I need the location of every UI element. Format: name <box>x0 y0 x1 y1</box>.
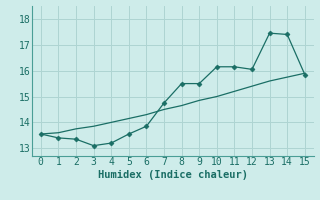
X-axis label: Humidex (Indice chaleur): Humidex (Indice chaleur) <box>98 170 248 180</box>
